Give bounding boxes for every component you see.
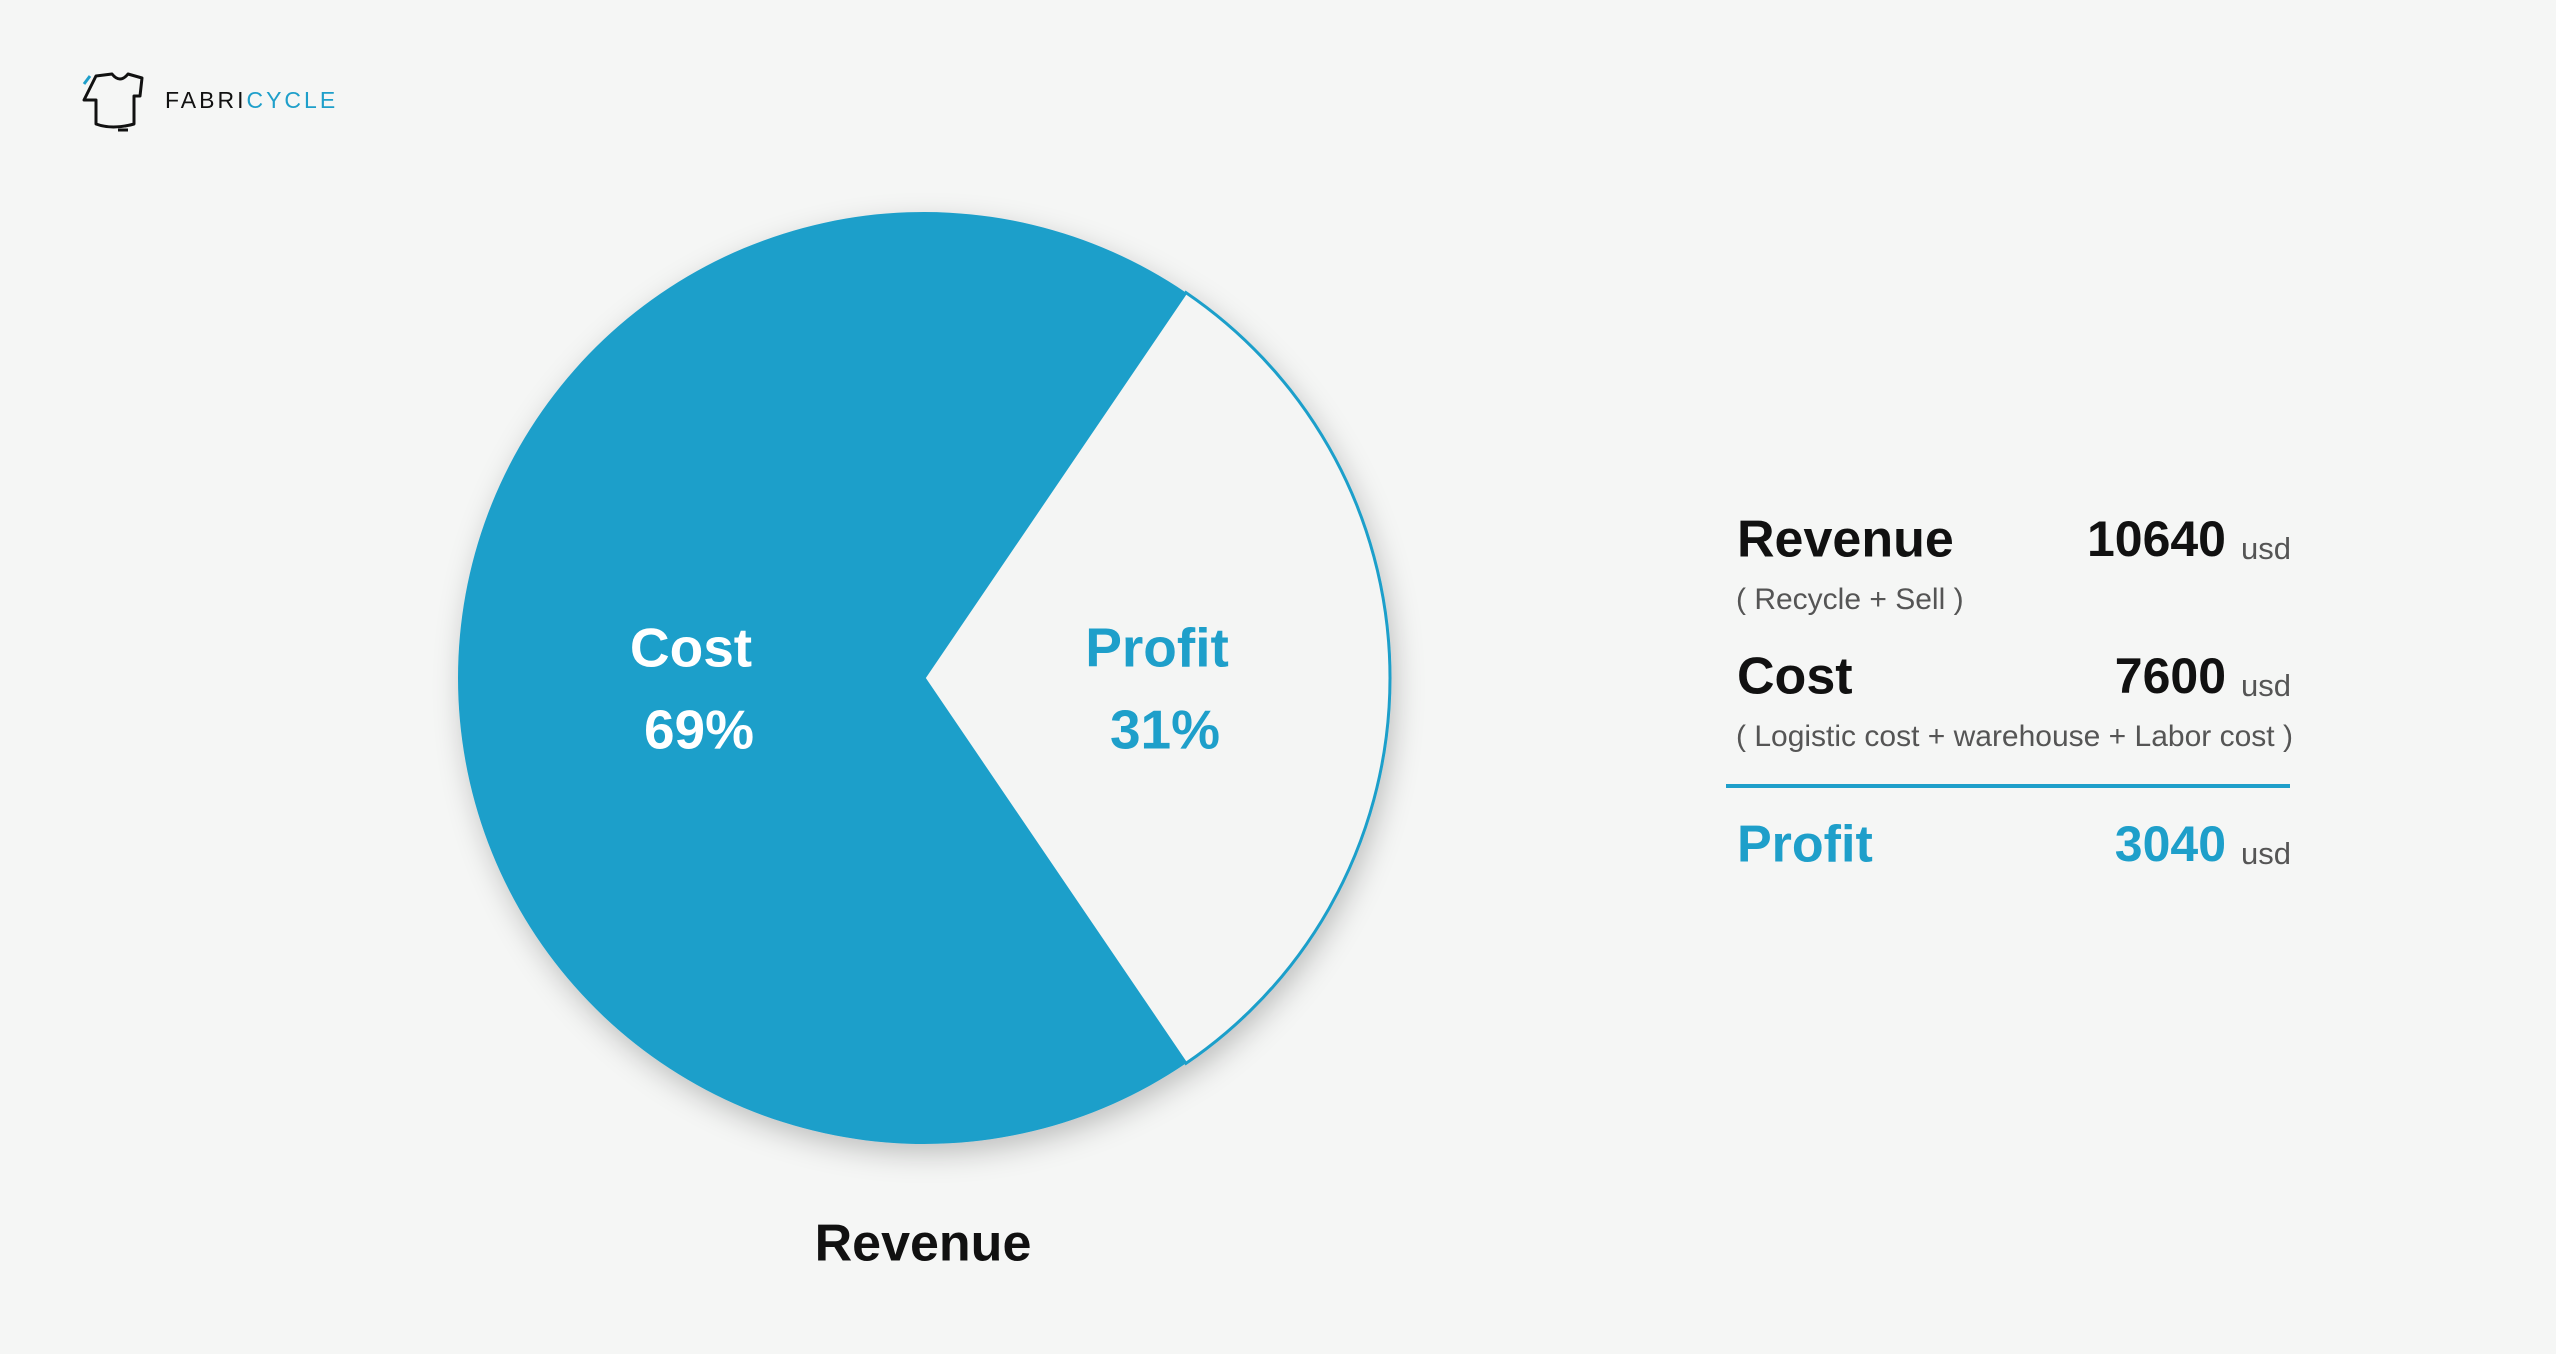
slice-value-label: 69% [644, 699, 754, 761]
pie-slice [458, 212, 1186, 1145]
logo: FABRICYCLE [82, 72, 338, 132]
row-note: ( Recycle + Sell ) [1736, 583, 1964, 616]
row-note: ( Logistic cost + warehouse + Labor cost… [1736, 720, 2293, 753]
row-value: 10640 [2087, 511, 2226, 567]
slice-value-label: 31% [1110, 699, 1220, 761]
logo-accent: CYCLE [246, 87, 338, 113]
summary: Revenue 10640 usd ( Recycle + Sell ) Cost 760… [1726, 511, 2293, 874]
row-label: Revenue [1737, 511, 1954, 569]
row-label: Cost [1737, 648, 1853, 706]
logo-icon [82, 72, 144, 129]
chart-caption: Revenue [815, 1215, 1032, 1273]
pie-slice [922, 290, 1392, 1066]
logo-dark: FABRI [165, 87, 246, 113]
pie-labels: Cost 69% Profit 31% [630, 617, 1229, 761]
slice-name: Cost [630, 617, 752, 679]
row-label: Profit [1737, 816, 1873, 874]
row-value: 3040 [2115, 816, 2226, 872]
row-unit: usd [2241, 836, 2291, 871]
summary-row: Revenue 10640 usd ( Recycle + Sell ) [1736, 511, 2291, 616]
row-unit: usd [2241, 668, 2291, 703]
logo-text: FABRICYCLE [165, 87, 338, 113]
pie [458, 212, 1392, 1145]
logo-icon-accent [82, 75, 92, 85]
summary-row: Profit 3040 usd [1737, 816, 2291, 874]
summary-row: Cost 7600 usd ( Logistic cost + warehouse +… [1736, 648, 2293, 753]
row-unit: usd [2241, 531, 2291, 566]
row-value: 7600 [2115, 648, 2226, 704]
slice-name: Profit [1085, 617, 1229, 679]
